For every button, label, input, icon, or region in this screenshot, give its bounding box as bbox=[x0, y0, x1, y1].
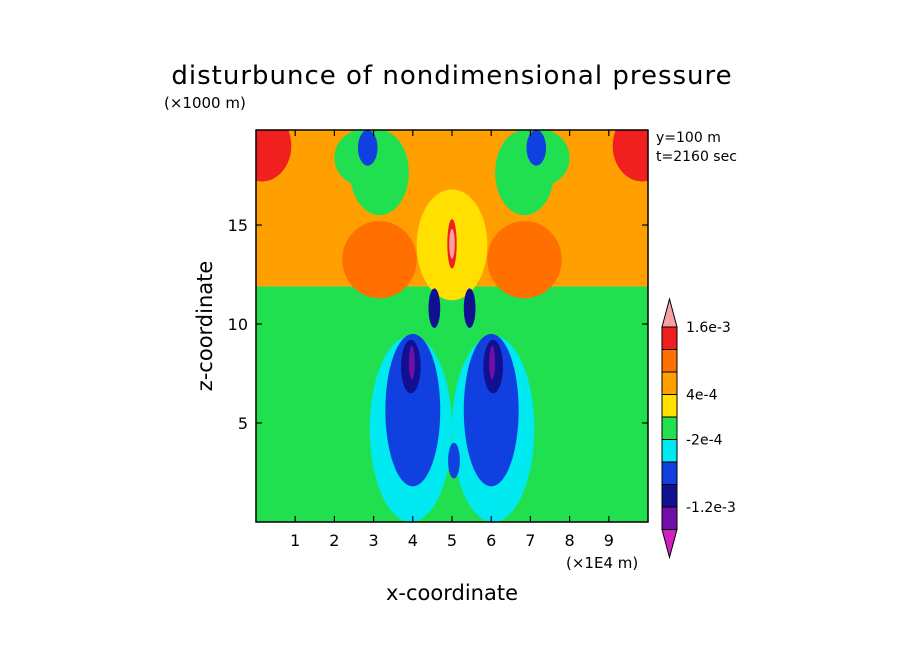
field-region-9 bbox=[342, 221, 417, 299]
y-unit-label: (×1000 m) bbox=[164, 94, 246, 112]
colorbar-box bbox=[661, 416, 678, 440]
colorbar: 1.6e-3 4e-4 -2e-4 -1.2e-3 bbox=[661, 297, 736, 560]
field-region-16 bbox=[463, 333, 519, 487]
annotation-y: y=100 m bbox=[656, 130, 721, 146]
field-region-22 bbox=[428, 288, 441, 328]
colorbar-top-arrow bbox=[661, 297, 678, 328]
y-ticks: 5 10 15 bbox=[228, 216, 648, 433]
colorbar-label: 4e-4 bbox=[686, 388, 718, 404]
colorbar-bottom-arrow bbox=[661, 529, 678, 560]
field-region-0 bbox=[256, 286, 648, 522]
colorbar-box bbox=[661, 439, 678, 463]
colorbar-box bbox=[661, 394, 678, 418]
field-region-8 bbox=[526, 130, 547, 166]
contour-field bbox=[256, 130, 648, 522]
field-region-19 bbox=[408, 345, 415, 380]
colorbar-box bbox=[661, 326, 678, 350]
colorbar-label: -2e-4 bbox=[686, 433, 723, 449]
annotation-t: t=2160 sec bbox=[656, 149, 737, 165]
colorbar-box bbox=[661, 506, 678, 530]
y-axis-label: z-coordinate bbox=[193, 261, 217, 392]
x-tick-label: 6 bbox=[486, 531, 496, 550]
x-tick-label: 5 bbox=[447, 531, 457, 550]
field-region-11 bbox=[256, 130, 292, 182]
x-ticks: 1 2 3 4 5 6 7 8 9 bbox=[290, 130, 614, 550]
field-region-15 bbox=[385, 333, 441, 487]
y-tick-label: 15 bbox=[228, 216, 248, 235]
field-region-20 bbox=[489, 345, 496, 380]
field-region-23 bbox=[463, 288, 476, 328]
x-axis-label: x-coordinate bbox=[386, 581, 518, 605]
colorbar-label: -1.2e-3 bbox=[686, 500, 736, 516]
field-region-7 bbox=[357, 130, 378, 166]
x-tick-label: 9 bbox=[604, 531, 614, 550]
x-tick-label: 3 bbox=[369, 531, 379, 550]
y-tick-label: 10 bbox=[228, 315, 248, 334]
x-tick-label: 4 bbox=[408, 531, 418, 550]
y-tick-label: 5 bbox=[238, 414, 248, 433]
x-tick-label: 2 bbox=[329, 531, 339, 550]
field-region-21 bbox=[448, 442, 460, 479]
colorbar-label: 1.6e-3 bbox=[686, 320, 731, 336]
x-unit-label: (×1E4 m) bbox=[566, 554, 638, 572]
colorbar-box bbox=[661, 349, 678, 373]
field-region-25 bbox=[449, 228, 455, 259]
chart-title: disturbunce of nondimensional pressure bbox=[171, 61, 732, 91]
x-tick-label: 8 bbox=[565, 531, 575, 550]
colorbar-box bbox=[661, 484, 678, 508]
colorbar-box bbox=[661, 371, 678, 395]
field-region-12 bbox=[612, 130, 648, 182]
colorbar-box bbox=[661, 461, 678, 485]
x-tick-label: 7 bbox=[525, 531, 535, 550]
field-region-10 bbox=[487, 221, 562, 299]
x-tick-label: 1 bbox=[290, 531, 300, 550]
